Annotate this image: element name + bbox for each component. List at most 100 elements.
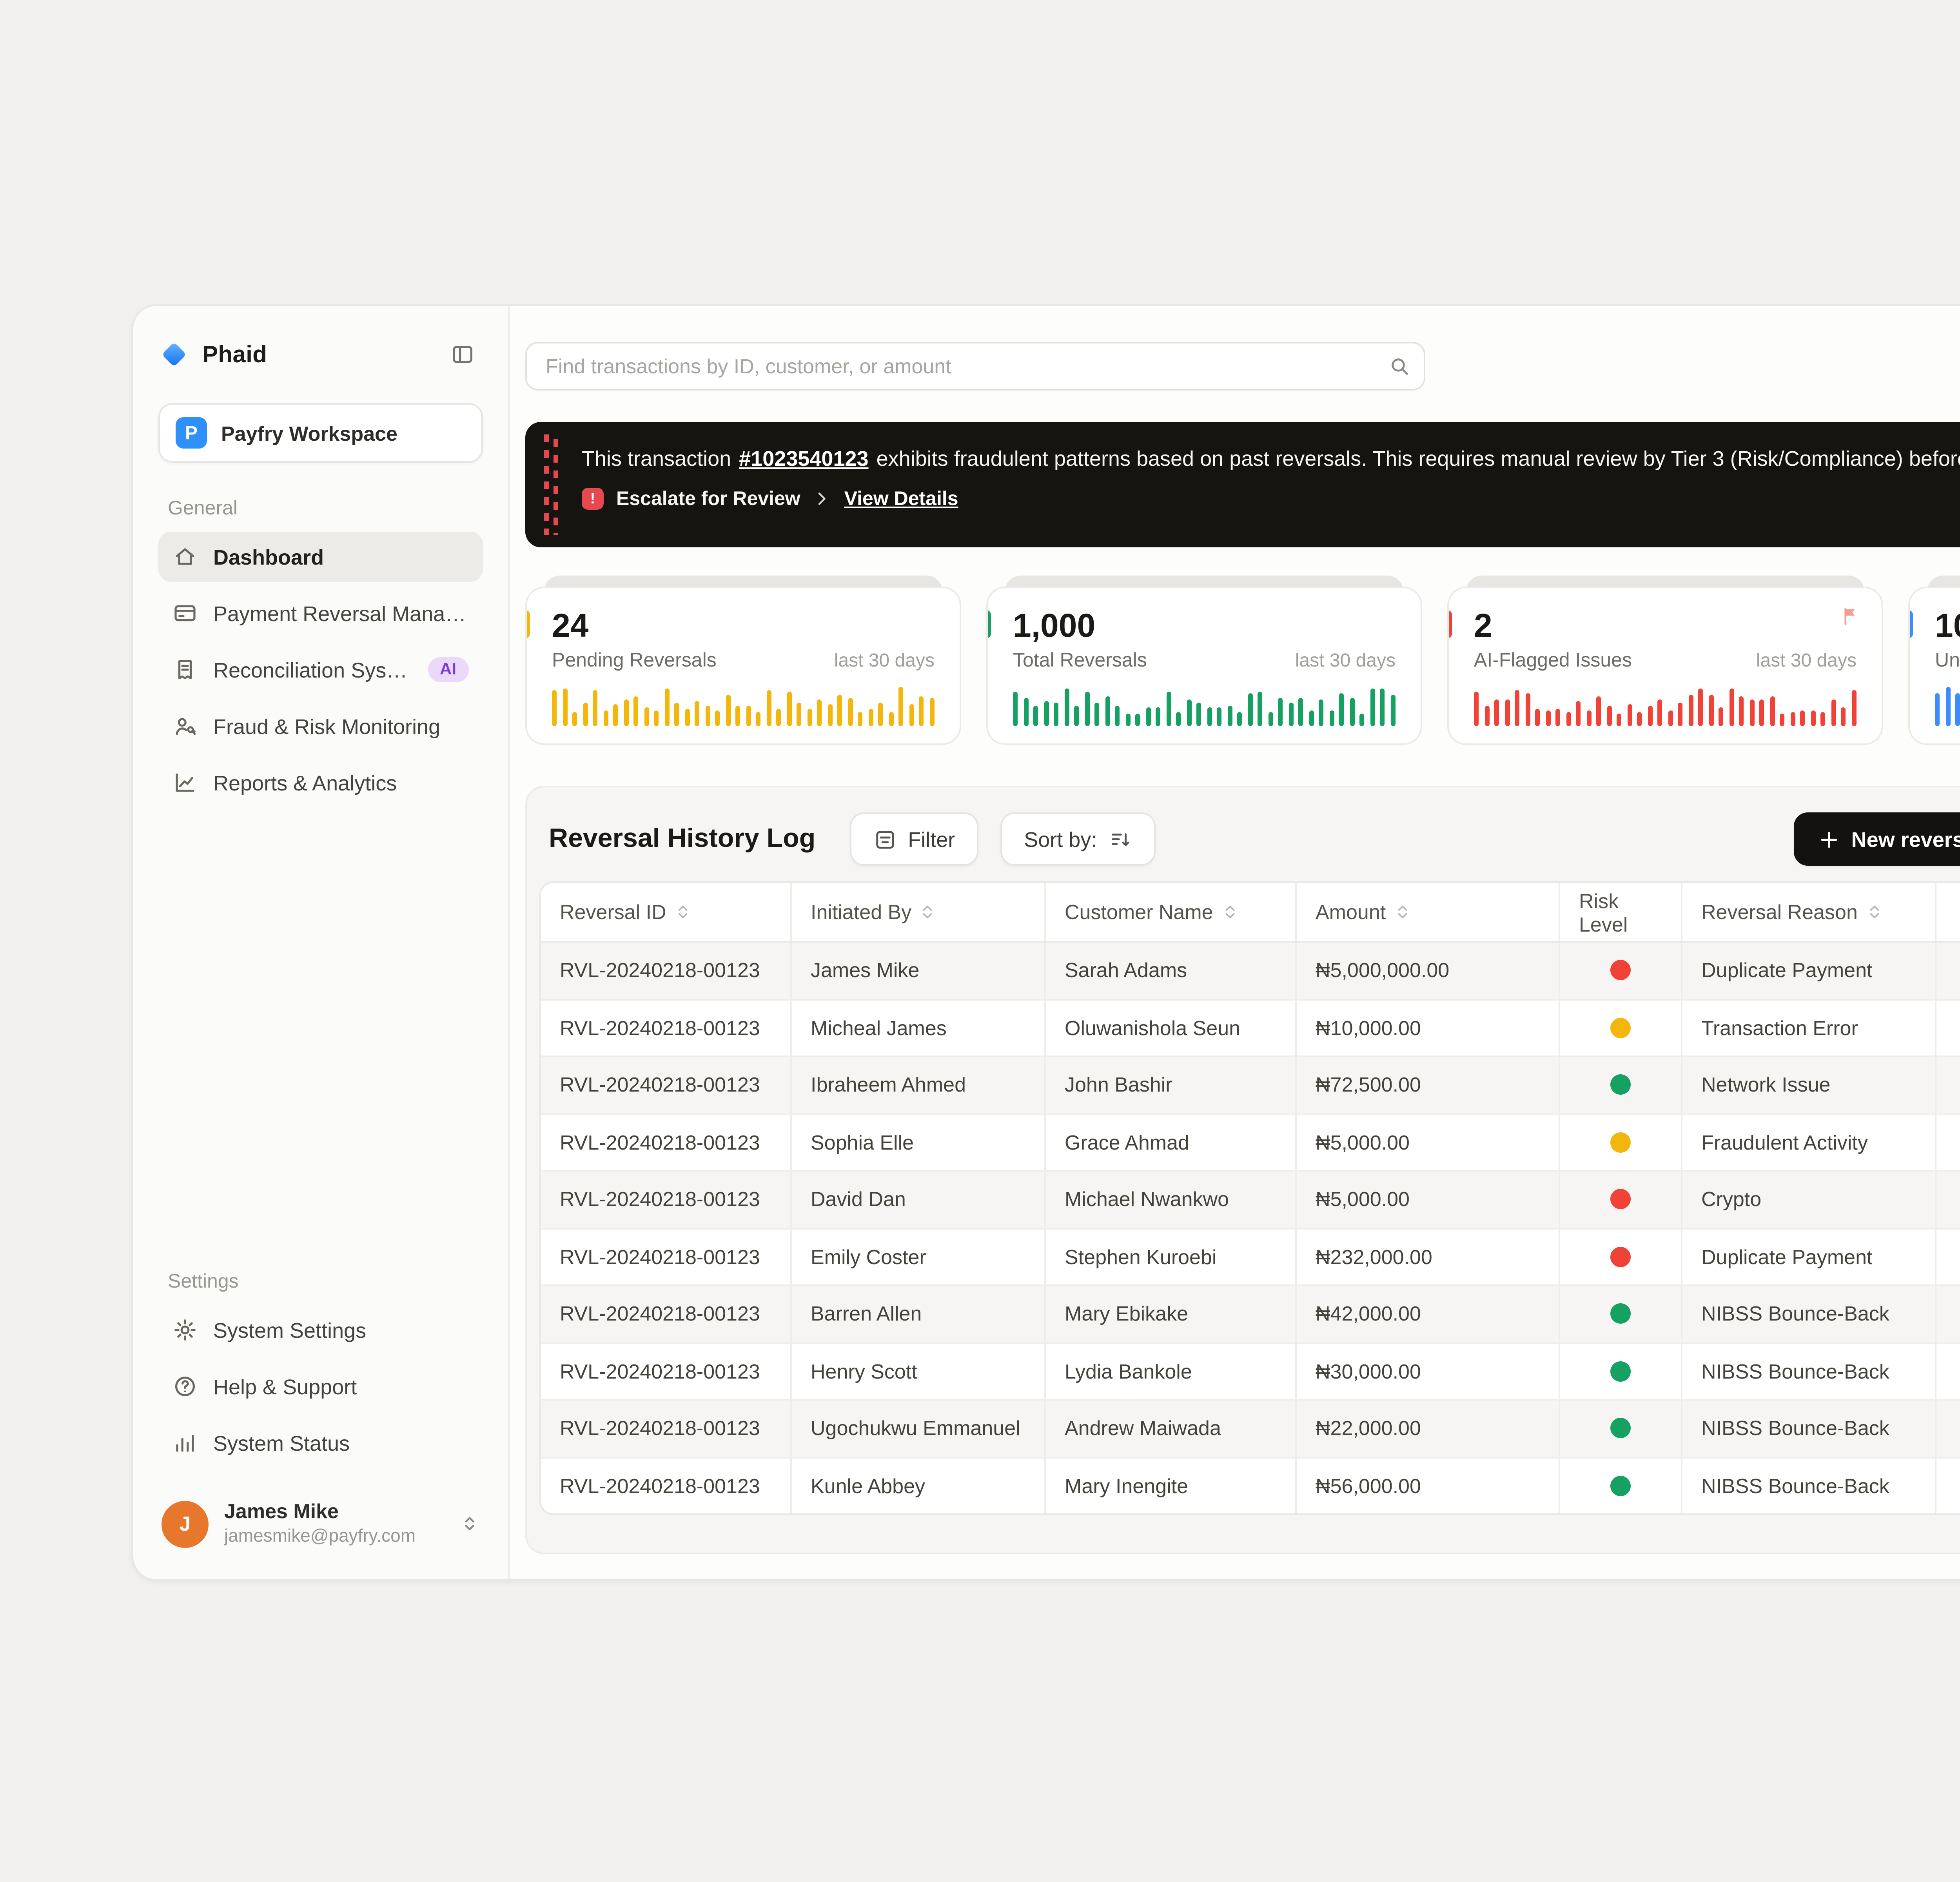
cell-customer-name: Grace Ahmad	[1046, 1114, 1297, 1170]
cell-amount: ₦72,500.00	[1297, 1057, 1560, 1113]
sparkline-bar	[1359, 714, 1364, 726]
cell-initiated-by-text: Barren Allen	[811, 1302, 922, 1326]
table-row[interactable]: RVL-20240218-00123 David Dan Michael Nwank…	[541, 1170, 1960, 1227]
cell-reversal-id-text: RVL-20240218-00123	[560, 1474, 760, 1497]
sparkline-bar	[776, 709, 781, 726]
plus-icon	[1820, 831, 1837, 847]
risk-dot-red	[1610, 960, 1631, 981]
sparkline-bar	[919, 696, 924, 726]
new-reversal-request-label: New reversal request	[1851, 827, 1960, 851]
sparkline-bar	[807, 709, 811, 726]
cell-initiated-by-text: Micheal James	[811, 1016, 947, 1039]
sidebar-item-dashboard[interactable]: Dashboard	[158, 532, 483, 582]
column-header-amount[interactable]: Amount	[1297, 883, 1560, 941]
panel-icon	[453, 346, 472, 363]
cell-reversal-id: RVL-20240218-00123	[541, 1458, 792, 1513]
table-row[interactable]: RVL-20240218-00123 Ibraheem Ahmed John Bas…	[541, 1055, 1960, 1113]
sort-by-button[interactable]: Sort by:	[1000, 812, 1155, 866]
app-window: Phaid P Payfry Workspace General	[132, 304, 1960, 1581]
escalate-button[interactable]: Escalate for Review	[616, 488, 800, 510]
cell-reversal-id: RVL-20240218-00123	[541, 1343, 792, 1399]
cell-date: 19/2/2025	[1936, 1172, 1960, 1227]
transaction-link[interactable]: #1023540123	[739, 447, 869, 470]
table-row[interactable]: RVL-20240218-00123 Emily Coster Stephen Ku…	[541, 1227, 1960, 1284]
cell-reversal-reason-text: NIBSS Bounce-Back	[1701, 1474, 1889, 1497]
sparkline-bar	[1719, 707, 1723, 726]
sparkline-bar	[1084, 692, 1089, 726]
sort-icon	[1111, 832, 1129, 845]
sparkline-bar	[674, 703, 679, 726]
sparkline-bar	[1739, 696, 1744, 726]
cell-date: 19/2/2025	[1936, 1343, 1960, 1399]
section-label-general: General	[168, 497, 238, 519]
sparkline-bar	[817, 699, 822, 726]
sparkline-bar	[878, 703, 883, 726]
cell-initiated-by: Micheal James	[792, 1000, 1046, 1055]
sidebar-item-payment-reversal[interactable]: Payment Reversal Manage...	[158, 588, 483, 638]
table-row[interactable]: RVL-20240218-00123 Sophia Elle Grace Ahmad…	[541, 1113, 1960, 1170]
sidebar-item-system-settings[interactable]: System Settings	[158, 1306, 483, 1356]
sparkline-bar	[797, 703, 801, 726]
sparkline-bar	[1780, 714, 1784, 726]
sparkline	[552, 685, 935, 726]
column-header-customer_name[interactable]: Customer Name	[1046, 883, 1297, 941]
sidebar-toggle-button[interactable]	[442, 334, 483, 375]
sort-chevrons-icon	[1397, 905, 1407, 919]
table-row[interactable]: RVL-20240218-00123 Micheal James Oluwanish…	[541, 998, 1960, 1055]
user-menu[interactable]: J James Mike jamesmike@payfry.com	[158, 1494, 483, 1555]
new-reversal-request-button[interactable]: New reversal request	[1793, 812, 1960, 866]
sparkline-bar	[909, 704, 913, 726]
cell-reversal-reason-text: Duplicate Payment	[1701, 959, 1873, 982]
cell-initiated-by-text: Ibraheem Ahmed	[811, 1073, 966, 1097]
sparkline-bar	[735, 706, 740, 726]
sparkline-bar	[1769, 696, 1774, 726]
sparkline-bar	[898, 687, 903, 726]
column-header-risk_level: Risk Level	[1560, 883, 1682, 941]
search-input[interactable]	[525, 341, 1425, 390]
workspace-selector[interactable]: P Payfry Workspace	[158, 403, 483, 463]
cell-reversal-reason: Duplicate Payment	[1682, 943, 1936, 998]
cell-reversal-reason: NIBSS Bounce-Back	[1682, 1343, 1936, 1399]
sparkline-bar	[552, 690, 557, 726]
sidebar-item-reconciliation[interactable]: Reconciliation System AI	[158, 645, 483, 695]
sparkline-bar	[1247, 693, 1252, 726]
table-row[interactable]: RVL-20240218-00123 Ugochukwu Emmanuel Andr…	[541, 1399, 1960, 1456]
sidebar-spacer	[158, 808, 483, 1237]
cell-initiated-by-text: Ugochukwu Emmanuel	[811, 1417, 1020, 1440]
table-header-row: Reversal ID Initiated By Customer Name Amou…	[541, 883, 1960, 943]
column-header-reversal_reason[interactable]: Reversal Reason	[1682, 883, 1936, 941]
stat-card-pending-reversals: 24 Pending Reversals last 30 days	[525, 576, 961, 745]
alert-message-suffix: exhibits fraudulent patterns based on pa…	[876, 447, 1960, 470]
filter-button[interactable]: Filter	[850, 812, 979, 866]
sidebar-item-fraud-risk[interactable]: Fraud & Risk Monitoring	[158, 701, 483, 751]
table-row[interactable]: RVL-20240218-00123 Henry Scott Lydia Banko…	[541, 1342, 1960, 1399]
stat-card-ai-flagged: 2 AI-Flagged Issues last 30 days	[1447, 576, 1883, 745]
sparkline	[1474, 685, 1857, 726]
workspace-label: Payfry Workspace	[221, 421, 397, 445]
view-details-link[interactable]: View Details	[844, 488, 958, 510]
gear-icon	[172, 1318, 198, 1343]
table-row[interactable]: RVL-20240218-00123 James Mike Sarah Adams ₦…	[541, 943, 1960, 998]
column-header-date: Date	[1936, 883, 1960, 941]
sparkline-bar	[1708, 695, 1713, 726]
risk-dot-green	[1610, 1361, 1631, 1381]
column-header-reversal_id[interactable]: Reversal ID	[541, 883, 792, 941]
sparkline-bar	[1380, 688, 1385, 726]
column-header-initiated_by[interactable]: Initiated By	[792, 883, 1046, 941]
stat-label: Total Reversals	[1013, 649, 1147, 672]
cell-reversal-reason: Transaction Error	[1682, 1000, 1936, 1055]
sparkline-bar	[1054, 703, 1058, 726]
table-row[interactable]: RVL-20240218-00123 Kunle Abbey Mary Inengi…	[541, 1456, 1960, 1513]
sparkline-bar	[695, 701, 699, 726]
sidebar-item-system-status[interactable]: System Status	[158, 1419, 483, 1469]
cell-customer-name-text: Mary Inengite	[1065, 1474, 1189, 1497]
workspace-logo-icon: P	[176, 417, 207, 449]
sparkline-bar	[1555, 709, 1560, 726]
cell-reversal-id: RVL-20240218-00123	[541, 1401, 792, 1456]
sidebar-item-help[interactable]: Help & Support	[158, 1362, 483, 1412]
table-row[interactable]: RVL-20240218-00123 Barren Allen Mary Ebika…	[541, 1284, 1960, 1342]
sidebar-item-reports[interactable]: Reports & Analytics	[158, 758, 483, 808]
cell-reversal-id-text: RVL-20240218-00123	[560, 959, 760, 982]
fraud-alert-banner: This transaction #1023540123 exhibits frau…	[525, 422, 1960, 547]
cell-customer-name: Sarah Adams	[1046, 943, 1297, 998]
